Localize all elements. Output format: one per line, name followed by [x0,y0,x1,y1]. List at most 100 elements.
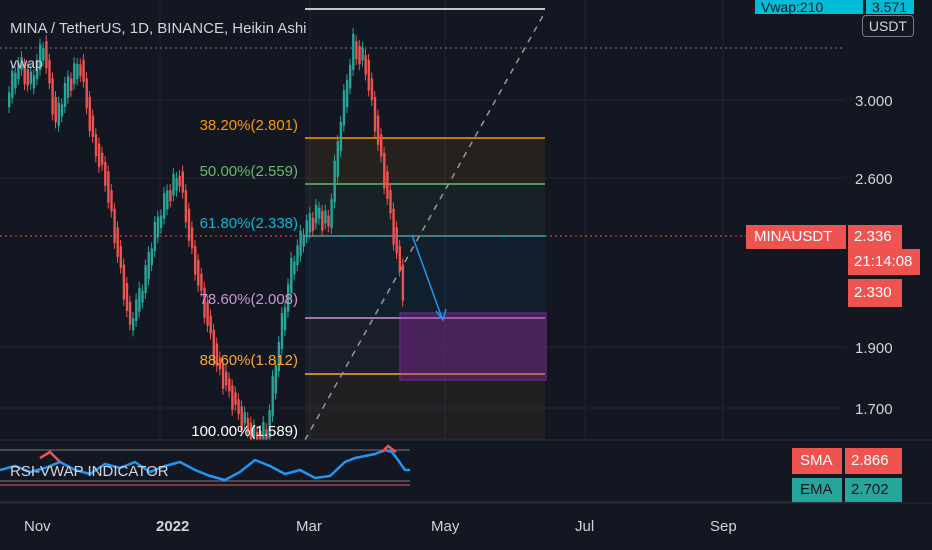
candle [110,190,113,212]
candle [367,59,370,91]
vwap-value: 3.571 [866,0,914,14]
candle [349,64,352,89]
candle [327,215,330,227]
candle [116,227,119,257]
candle [206,301,209,326]
indicator-name: vwap [10,55,43,71]
candle [23,64,26,85]
candle [243,412,246,424]
x-tick: 2022 [156,518,189,535]
candle [138,287,141,312]
candle [370,78,374,100]
vwap-label: Vwap:210 [755,0,863,14]
candle [66,76,70,98]
candle [262,421,265,441]
candle [380,134,383,157]
candle [330,199,333,228]
candle [383,152,386,189]
candle [237,399,240,414]
candle [73,63,76,84]
candle [352,33,355,70]
candle [128,301,132,325]
candle [246,417,250,432]
candle [290,257,293,294]
currency-button[interactable]: USDT [861,15,914,37]
candle [190,227,194,249]
candle [355,41,358,60]
candle [39,44,42,70]
candle [113,208,116,243]
countdown-label: 21:14:08 [848,249,920,275]
candle [85,78,88,109]
candle [194,245,197,275]
candle [252,425,256,438]
candle [287,284,290,312]
candle [153,222,157,252]
candle [395,227,398,254]
candle [212,329,215,361]
candle [20,57,23,70]
ema-label: EMA [792,478,842,502]
candle [187,208,191,241]
sma-value: 2.866 [845,448,902,474]
candle [234,392,237,405]
candle [209,315,212,334]
candle [318,207,321,219]
x-tick: May [431,518,460,535]
candle [17,63,20,80]
candle [169,190,172,202]
candle [361,47,364,61]
candle [11,71,14,98]
candle [42,48,45,61]
candle [373,97,377,132]
price-label: 2.336 [848,225,902,249]
candle [345,80,349,108]
candle [296,245,299,266]
candle [51,78,54,115]
candle [135,299,138,322]
candle [215,343,219,367]
candle [333,160,336,203]
price-label-2: 2.330 [848,279,902,307]
candle [91,115,95,137]
candle [79,64,82,77]
candle [314,204,318,224]
candle [358,45,361,65]
candle [283,307,287,331]
candle [305,220,308,238]
candle [163,193,166,219]
candle [54,97,57,123]
candle [156,216,160,238]
candle [88,97,91,132]
x-tick: Mar [296,518,322,535]
candle [184,190,188,223]
candle [249,422,253,444]
candle [125,283,129,311]
candle [342,90,346,126]
candle [336,141,339,177]
candle [147,252,150,280]
candle [76,63,79,80]
candle [271,376,274,416]
candle [376,115,380,145]
candle [321,210,324,231]
candle [274,365,277,394]
rsi-indicator-label: RSI-VWAP INDICATOR [10,463,169,480]
candle [203,287,206,318]
candle [392,208,395,245]
fib-label: 61.80%(2.338) [200,215,298,232]
candle [268,410,271,439]
candle [389,190,392,214]
candle [70,78,73,91]
candle [82,59,85,82]
candle [178,176,181,187]
candle [26,69,29,86]
symbol-label: MINAUSDT [746,225,846,249]
y-tick: 3.000 [855,93,893,110]
candle [299,230,302,256]
candle [302,234,305,247]
x-tick: Jul [575,518,594,535]
candle [150,248,153,266]
candle [200,273,203,291]
